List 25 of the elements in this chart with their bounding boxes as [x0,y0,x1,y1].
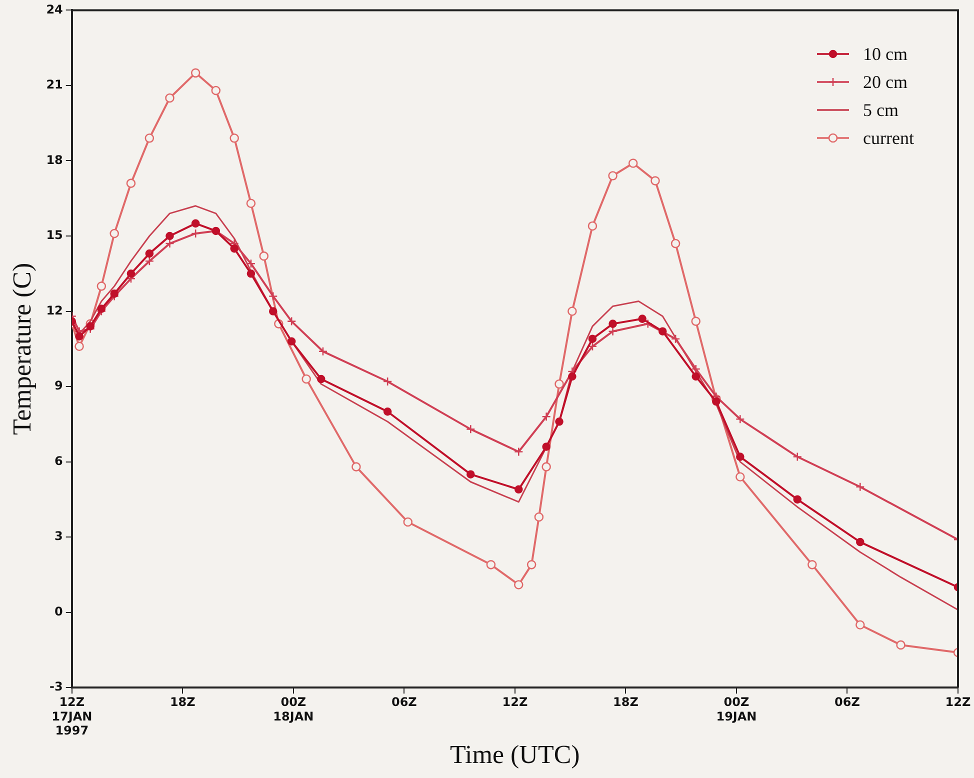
legend-label: 10 cm [863,44,908,64]
x-tick-label: 18Z [170,694,196,709]
y-tick-label: 12 [46,303,63,318]
y-tick-label: 0 [54,604,63,618]
x-tick-label: 18Z [613,694,639,709]
y-tick-label: 9 [54,378,63,393]
x-axis-title: Time (UTC) [450,740,580,770]
x-tick-label: 12Z [502,694,528,709]
y-axis-title: Temperature (C) [7,262,36,435]
legend-label: current [863,128,914,148]
y-tick-label: 6 [54,454,63,468]
legend-label: 5 cm [863,100,899,120]
y-tick-label: 3 [54,529,63,544]
y-tick-label: 18 [46,152,63,167]
x-tick-label: 06Z [391,694,418,709]
x-tick-label: 06Z [834,694,860,709]
x-tick-label: 12Z 17JAN 1997 [52,694,92,738]
y-tick-label: -3 [50,680,63,694]
x-tick-label: 00Z 18JAN [273,694,314,724]
y-tick-label: 15 [46,228,63,242]
legend-label: 20 cm [863,72,908,92]
y-tick-label: 24 [46,2,63,16]
y-tick-label: 21 [46,78,63,92]
x-tick-label: 00Z 19JAN [716,694,757,724]
x-tick-label: 12Z [945,694,971,709]
